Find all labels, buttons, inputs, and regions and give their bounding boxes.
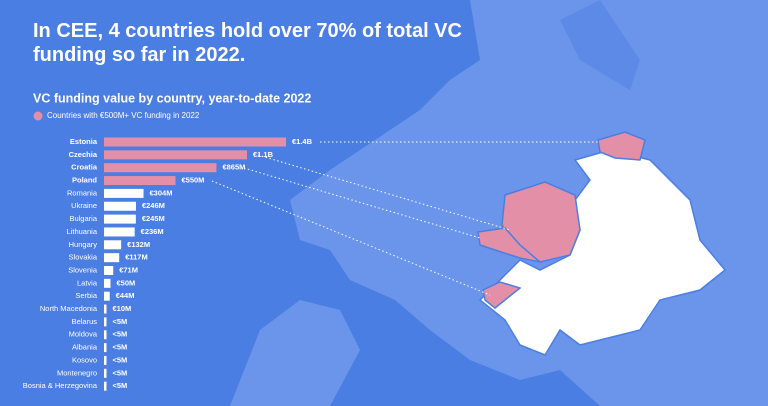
category-label: Czechia xyxy=(69,150,98,159)
category-label: Slovenia xyxy=(68,265,98,274)
value-label: <5M xyxy=(113,381,128,390)
category-label: Montenegro xyxy=(57,368,97,377)
category-label: Latvia xyxy=(77,278,98,287)
value-label: <5M xyxy=(113,343,128,352)
bar xyxy=(104,163,217,173)
value-label: €1.1B xyxy=(253,150,274,159)
category-label: Moldova xyxy=(69,330,98,339)
bar xyxy=(104,355,107,365)
value-label: €245M xyxy=(142,214,165,223)
value-label: <5M xyxy=(113,317,128,326)
bar xyxy=(104,176,176,186)
value-label: €1.4B xyxy=(292,137,313,146)
value-label: €50M xyxy=(117,278,136,287)
value-label: <5M xyxy=(113,368,128,377)
bar xyxy=(104,330,107,340)
category-label: Estonia xyxy=(70,137,98,146)
bar xyxy=(104,214,136,224)
category-label: North Macedonia xyxy=(40,304,98,313)
legend-swatch xyxy=(33,111,43,121)
value-label: €117M xyxy=(125,253,148,262)
category-label: Bulgaria xyxy=(69,214,97,223)
category-label: Romania xyxy=(67,188,98,197)
map-cee xyxy=(477,131,727,356)
value-label: €132M xyxy=(127,240,150,249)
bar xyxy=(104,150,247,160)
category-label: Slovakia xyxy=(69,253,98,262)
bar xyxy=(104,304,107,314)
category-label: Croatia xyxy=(71,163,98,172)
category-label: Ukraine xyxy=(71,201,97,210)
bar xyxy=(104,278,111,288)
category-label: Lithuania xyxy=(67,227,98,236)
bar xyxy=(104,368,107,378)
bar xyxy=(104,240,122,250)
category-label: Bosnia & Herzegovina xyxy=(23,381,98,390)
value-label: €236M xyxy=(141,227,164,236)
bar xyxy=(104,343,107,353)
leader-lines xyxy=(211,141,600,296)
category-label: Belarus xyxy=(72,317,98,326)
bar xyxy=(104,253,120,263)
category-label: Poland xyxy=(72,176,97,185)
value-label: <5M xyxy=(113,355,128,364)
category-label: Albania xyxy=(72,343,98,352)
value-label: €865M xyxy=(222,163,245,172)
value-label: €71M xyxy=(119,265,138,274)
bar xyxy=(104,317,107,327)
value-label: €304M xyxy=(150,188,173,197)
bar xyxy=(104,266,114,275)
bar xyxy=(104,291,110,301)
chart-subtitle: VC funding value by country, year-to-dat… xyxy=(33,91,311,105)
category-label: Serbia xyxy=(75,291,98,300)
bar xyxy=(104,201,136,211)
value-label: €550M xyxy=(182,176,205,185)
value-label: €246M xyxy=(142,201,165,210)
category-label: Kosovo xyxy=(72,355,97,364)
value-label: <5M xyxy=(113,330,128,339)
bar xyxy=(104,227,135,237)
value-label: €10M xyxy=(113,304,132,313)
chart-title: In CEE, 4 countries hold over 70% of tot… xyxy=(33,20,462,66)
bar xyxy=(104,381,107,391)
category-label: Hungary xyxy=(69,240,98,249)
value-label: €44M xyxy=(116,291,135,300)
legend-label: Countries with €500M+ VC funding in 2022 xyxy=(47,111,200,120)
bar xyxy=(104,137,286,147)
bar xyxy=(104,188,144,198)
